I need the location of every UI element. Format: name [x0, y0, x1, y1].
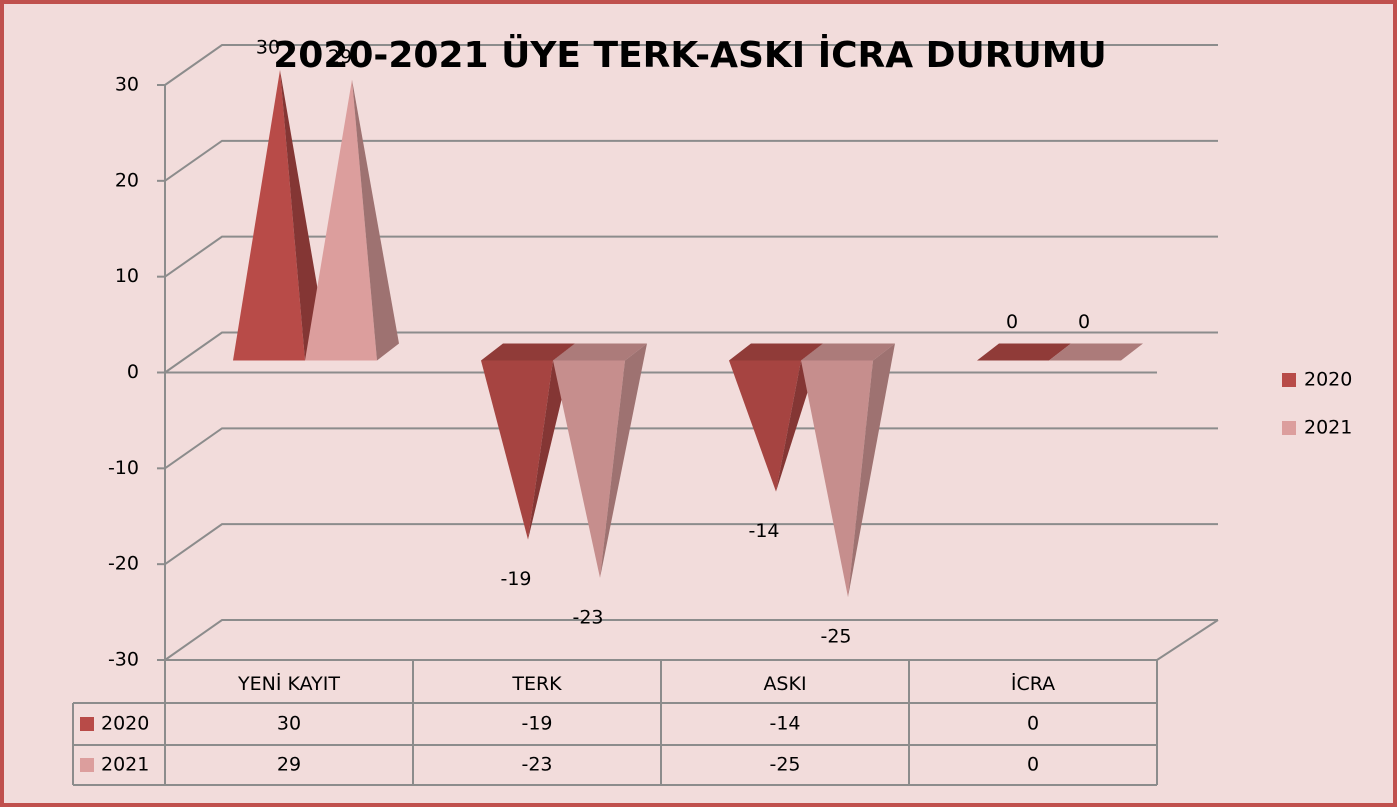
- y-tick-label: 0: [127, 361, 139, 383]
- table-cell: 30: [277, 713, 301, 735]
- y-tick-label: 30: [115, 74, 139, 96]
- pyramid-front: [553, 360, 625, 578]
- grid-line: [164, 139, 1218, 182]
- pyramid-front: [305, 79, 377, 361]
- legend-label: 2020: [1304, 369, 1352, 391]
- chart-title: 2020-2021 ÜYE TERK-ASKI İCRA DURUMU: [273, 34, 1107, 76]
- table-cell: -23: [521, 754, 552, 776]
- grid-line: [164, 427, 1218, 470]
- table-header: İCRA: [1011, 672, 1055, 695]
- pyramid-top: [481, 343, 575, 361]
- legend-swatch: [1282, 421, 1296, 435]
- data-label: -23: [572, 606, 603, 628]
- table-cell: 0: [1027, 754, 1039, 776]
- y-tick-label: -10: [108, 457, 139, 479]
- y-tick-label: -20: [108, 553, 139, 575]
- grid-line: [164, 331, 1218, 374]
- table-cell: -14: [769, 713, 800, 735]
- data-label: 0: [1006, 311, 1018, 333]
- legend-label: 2021: [1304, 417, 1352, 439]
- pyramid-top: [729, 343, 823, 361]
- pyramid: [977, 343, 1071, 361]
- table-swatch: [80, 717, 94, 731]
- pyramid-front: [801, 360, 873, 598]
- pyramid: [553, 343, 647, 578]
- table-header: TERK: [511, 673, 562, 695]
- pyramid-front: [233, 70, 305, 361]
- table-header: ASKI: [763, 673, 806, 695]
- pyramid: [801, 343, 895, 598]
- legend-swatch: [1282, 373, 1296, 387]
- pyramid-side: [848, 343, 895, 598]
- grid-line: [164, 235, 1218, 278]
- data-label: 29: [328, 46, 352, 68]
- pyramid: [1049, 343, 1143, 361]
- pyramid-top: [553, 343, 647, 361]
- y-tick-label: 10: [115, 265, 139, 287]
- pyramid: [233, 70, 327, 361]
- table-cell: -25: [769, 754, 800, 776]
- table-cell: -19: [521, 713, 552, 735]
- grid-line: [164, 619, 1218, 661]
- table-swatch: [80, 758, 94, 772]
- pyramid-top: [1049, 343, 1143, 361]
- table-header: YENİ KAYIT: [237, 672, 340, 695]
- data-label: -25: [820, 626, 851, 648]
- pyramid-front: [481, 360, 553, 540]
- y-tick-label: -30: [108, 649, 139, 671]
- pyramid-top: [977, 343, 1071, 361]
- grid-line: [164, 44, 1218, 86]
- data-label: 30: [256, 37, 280, 59]
- pyramid: [305, 79, 399, 361]
- table-row-label: 2021: [101, 754, 149, 776]
- table-cell: 0: [1027, 713, 1039, 735]
- data-label: -14: [748, 520, 779, 542]
- pyramid-side: [600, 343, 647, 578]
- pyramid-front: [729, 360, 801, 492]
- table-row-label: 2020: [101, 713, 149, 735]
- table-cell: 29: [277, 754, 301, 776]
- pyramid-side: [280, 70, 327, 361]
- pyramid-top: [801, 343, 895, 361]
- data-label: 0: [1078, 311, 1090, 333]
- pyramid-side: [352, 79, 399, 361]
- y-tick-label: 20: [115, 169, 139, 191]
- data-label: -19: [500, 568, 531, 590]
- grid-line: [164, 523, 1218, 565]
